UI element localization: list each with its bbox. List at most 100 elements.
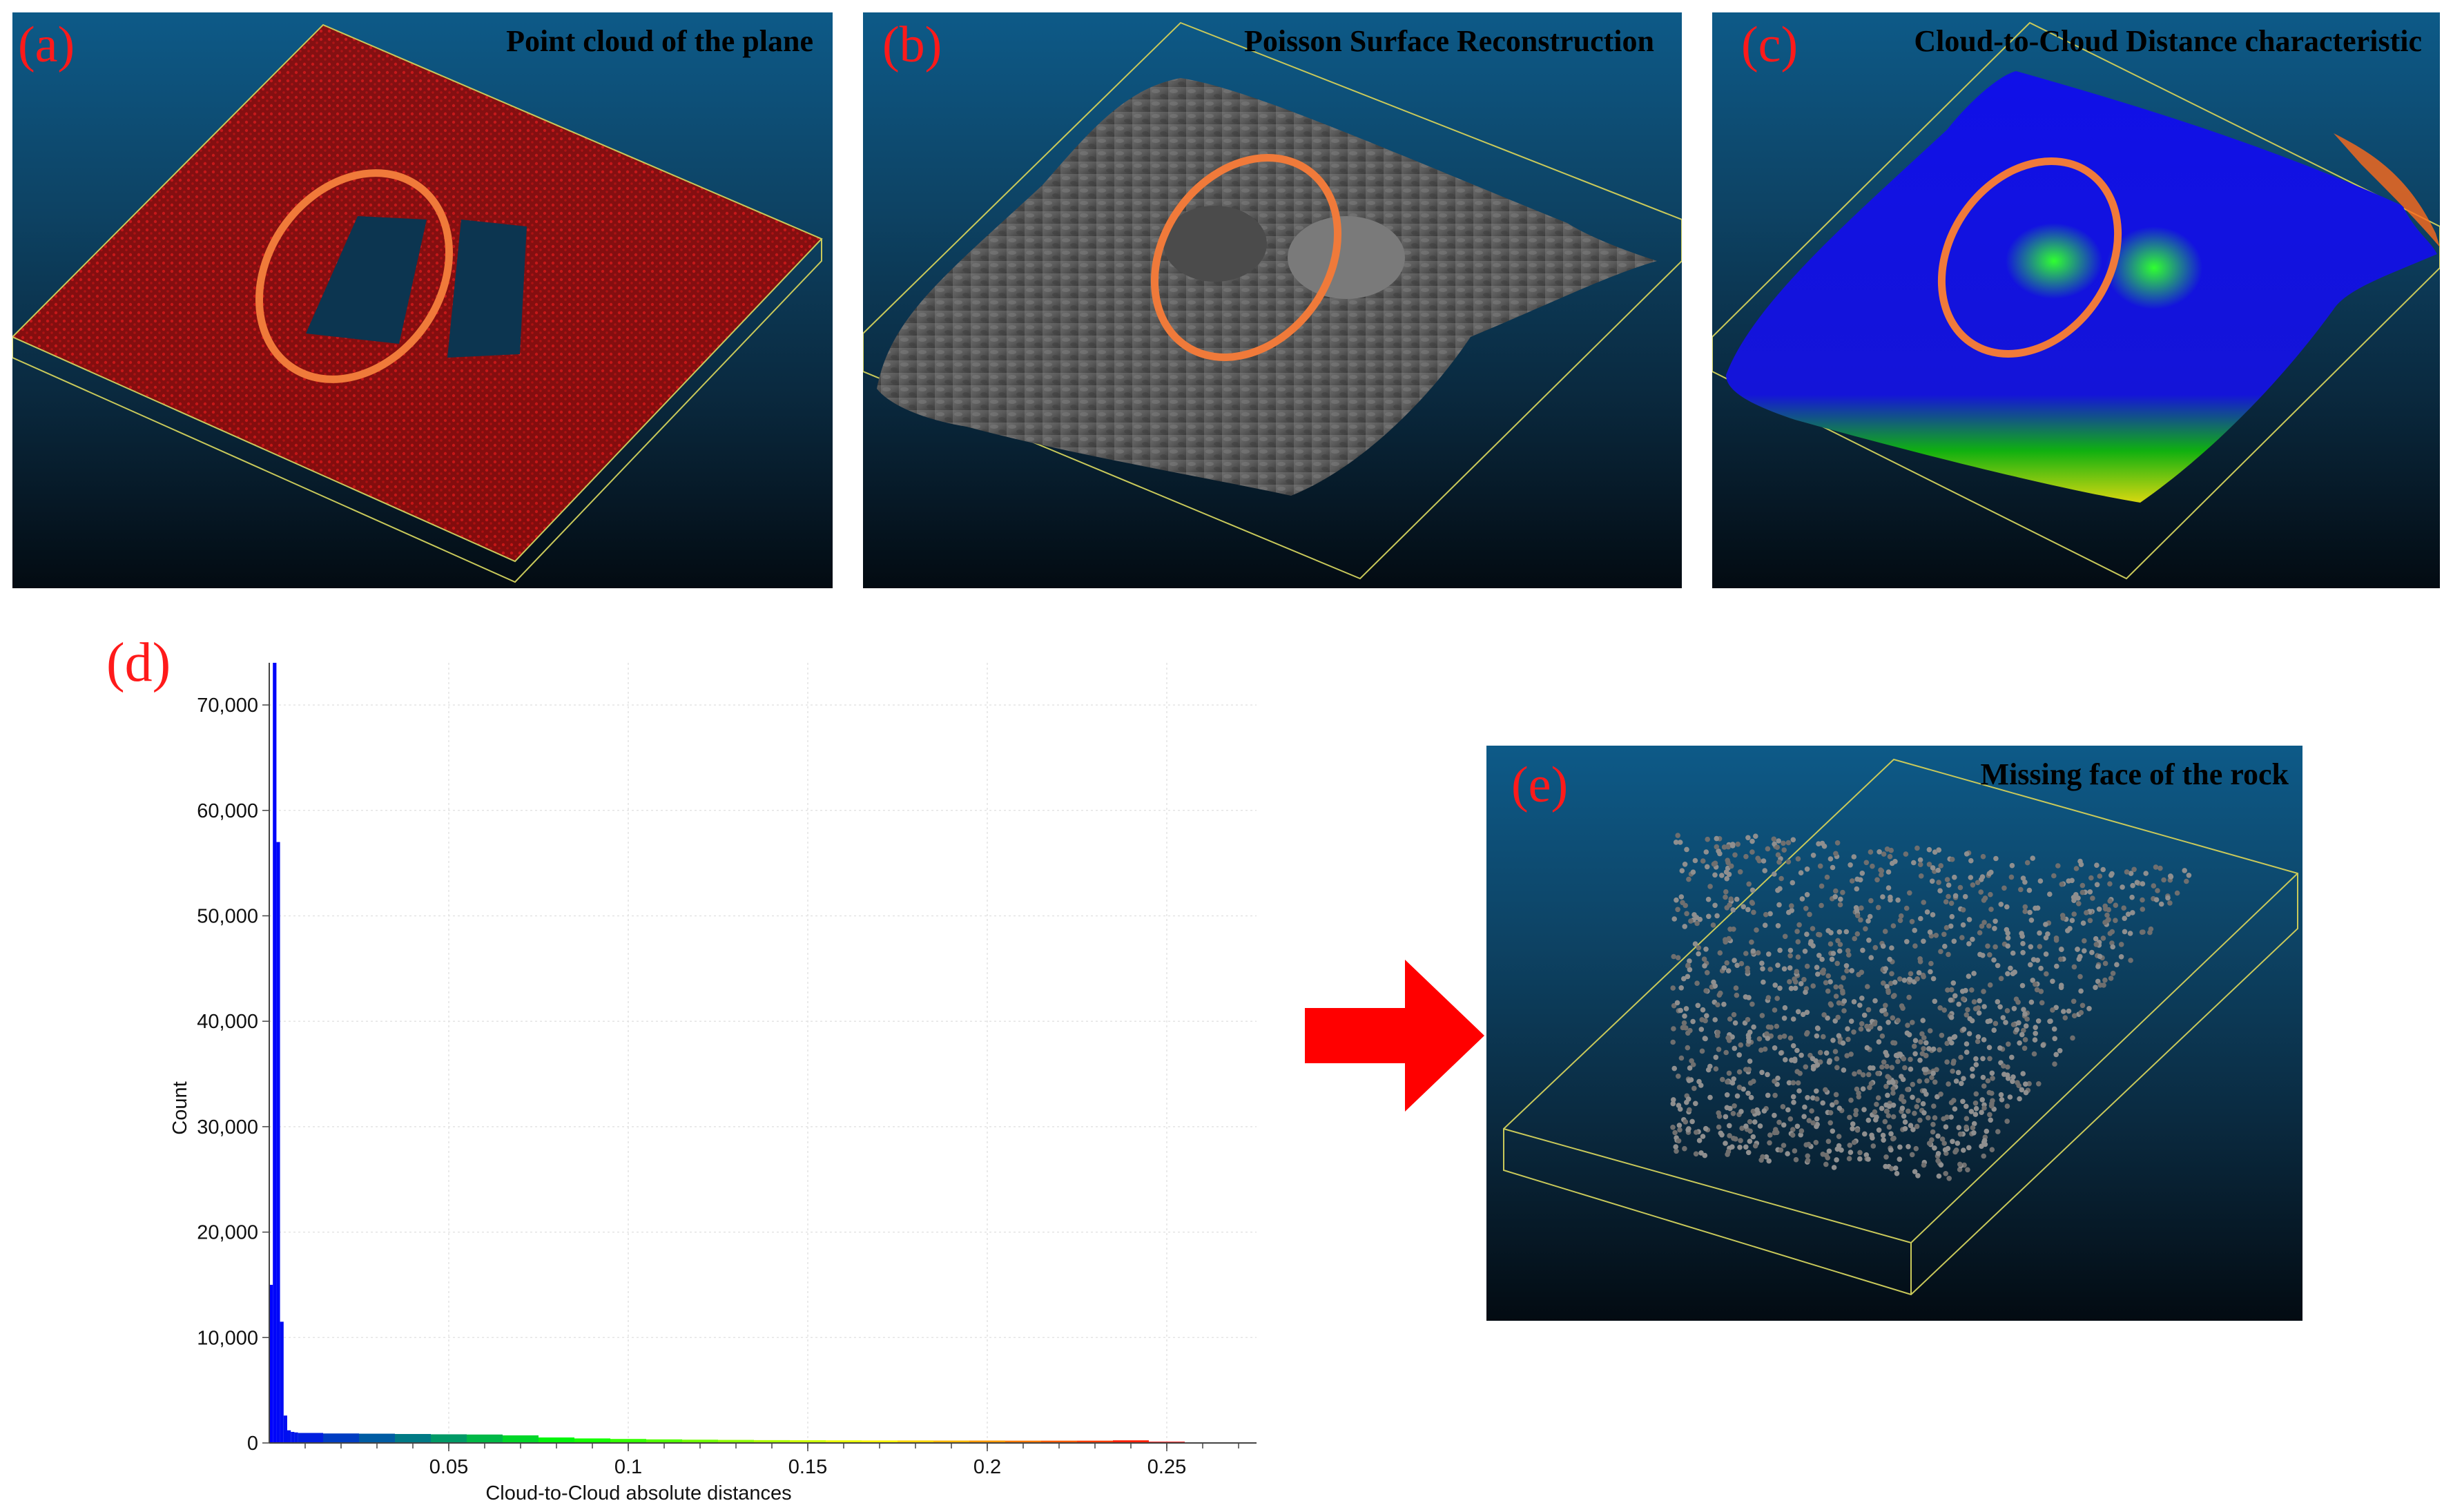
missing-face-point bbox=[1841, 998, 1848, 1004]
missing-face-point bbox=[1853, 905, 1859, 911]
missing-face-point bbox=[1993, 918, 1998, 924]
missing-face-point bbox=[1914, 845, 1920, 851]
missing-face-point bbox=[1696, 951, 1701, 957]
missing-face-point bbox=[1690, 869, 1696, 875]
missing-face-point bbox=[1987, 952, 1993, 958]
missing-face-point bbox=[1904, 939, 1910, 944]
missing-face-point bbox=[1833, 984, 1839, 990]
missing-face-point bbox=[1997, 1004, 2003, 1010]
missing-face-point bbox=[1980, 1074, 1986, 1080]
missing-face-point bbox=[2047, 891, 2053, 897]
axes-layer bbox=[269, 663, 1257, 1448]
histogram-bar bbox=[323, 1433, 359, 1443]
missing-face-point bbox=[1836, 929, 1843, 935]
missing-face-point bbox=[1989, 1070, 1995, 1076]
missing-face-point bbox=[1924, 1078, 1930, 1084]
missing-face-point bbox=[1947, 1036, 1952, 1042]
missing-face-point bbox=[2140, 897, 2145, 903]
missing-face-point bbox=[1792, 985, 1798, 991]
missing-face-point bbox=[1730, 907, 1736, 913]
missing-face-point bbox=[2066, 1008, 2072, 1014]
missing-face-point bbox=[1936, 880, 1941, 885]
missing-face-point bbox=[1700, 1007, 1706, 1013]
missing-face-point bbox=[1921, 1162, 1927, 1168]
missing-face-point bbox=[1867, 1085, 1872, 1090]
missing-face-point bbox=[1921, 1035, 1927, 1040]
missing-face-point bbox=[1777, 985, 1783, 991]
missing-face-point bbox=[2102, 960, 2108, 967]
missing-face-point bbox=[1705, 836, 1710, 842]
bounding-box-back bbox=[863, 21, 1682, 580]
missing-face-point bbox=[1990, 1098, 1995, 1104]
missing-face-point bbox=[1868, 1024, 1874, 1030]
missing-face-point bbox=[1685, 1096, 1691, 1102]
missing-face-point bbox=[1825, 928, 1831, 933]
missing-face-point bbox=[1841, 1067, 1847, 1073]
missing-face-point bbox=[1687, 958, 1692, 964]
missing-face-point bbox=[1819, 969, 1825, 975]
missing-face-point bbox=[2028, 918, 2035, 923]
missing-face-point bbox=[1798, 1128, 1805, 1134]
missing-face-point bbox=[1755, 950, 1761, 956]
missing-face-point bbox=[2118, 954, 2124, 960]
missing-face-point bbox=[1719, 1132, 1725, 1138]
missing-face-point bbox=[2060, 915, 2066, 921]
missing-face-point bbox=[2140, 881, 2146, 886]
missing-face-point bbox=[1969, 987, 1975, 993]
bounding-box bbox=[1712, 21, 2440, 580]
missing-face-point bbox=[1975, 880, 1981, 886]
missing-face-point bbox=[1882, 929, 1888, 934]
missing-face-point bbox=[1724, 905, 1730, 911]
missing-face-point bbox=[1897, 976, 1903, 982]
missing-face-point bbox=[1720, 1076, 1725, 1083]
missing-face-point bbox=[2089, 949, 2095, 956]
missing-face-point bbox=[1981, 1083, 1987, 1089]
missing-face-point bbox=[1950, 1068, 1955, 1074]
missing-face-point bbox=[1772, 982, 1778, 988]
histogram-bar bbox=[1113, 1440, 1149, 1443]
missing-face-point bbox=[1956, 1125, 1961, 1130]
missing-face-point bbox=[1687, 1065, 1693, 1071]
missing-face-point bbox=[1897, 1144, 1903, 1150]
missing-face-point bbox=[1747, 1080, 1754, 1086]
missing-face-point bbox=[2061, 1009, 2066, 1014]
missing-face-point bbox=[2155, 888, 2160, 893]
missing-face-point bbox=[1929, 1074, 1935, 1080]
missing-face-point bbox=[1727, 927, 1733, 932]
missing-face-point bbox=[1698, 1150, 1704, 1156]
missing-face-point bbox=[1869, 1132, 1874, 1138]
histogram-bar bbox=[298, 1433, 323, 1443]
missing-face-point bbox=[2020, 940, 2026, 947]
histogram-bar bbox=[646, 1439, 682, 1443]
missing-face-point bbox=[1763, 911, 1769, 918]
missing-face-point bbox=[1707, 1094, 1713, 1101]
missing-face-point bbox=[1790, 1094, 1796, 1100]
missing-face-point bbox=[1964, 851, 1970, 857]
missing-face-point bbox=[2037, 930, 2042, 936]
missing-face-point bbox=[1692, 941, 1698, 947]
missing-face-point bbox=[1833, 1092, 1839, 1098]
missing-face-point bbox=[1914, 976, 1920, 982]
missing-face-point bbox=[2007, 1094, 2013, 1100]
bars-layer bbox=[269, 663, 1257, 1443]
missing-face-point bbox=[1948, 997, 1954, 1003]
missing-face-point bbox=[1786, 1080, 1792, 1086]
missing-face-point bbox=[1745, 1017, 1751, 1022]
missing-face-point bbox=[1801, 1114, 1807, 1119]
missing-face-point bbox=[2076, 901, 2082, 907]
missing-face-point bbox=[1860, 1086, 1866, 1092]
y-tick-label: 30,000 bbox=[197, 1116, 258, 1138]
missing-face-point bbox=[2158, 865, 2163, 871]
missing-face-point bbox=[1810, 1120, 1816, 1126]
missing-face-point bbox=[1703, 1125, 1709, 1132]
missing-face-point bbox=[1857, 1150, 1863, 1156]
missing-face-point bbox=[1849, 968, 1854, 973]
missing-face-point bbox=[1727, 1105, 1733, 1112]
missing-face-point bbox=[1872, 1021, 1878, 1027]
missing-face-point bbox=[2182, 868, 2187, 873]
missing-face-point bbox=[1745, 969, 1751, 974]
missing-face-point bbox=[1951, 1058, 1957, 1064]
x-tick-label: 0.15 bbox=[788, 1456, 827, 1478]
missing-face-point bbox=[2073, 866, 2079, 871]
missing-face-point bbox=[1765, 1072, 1770, 1078]
